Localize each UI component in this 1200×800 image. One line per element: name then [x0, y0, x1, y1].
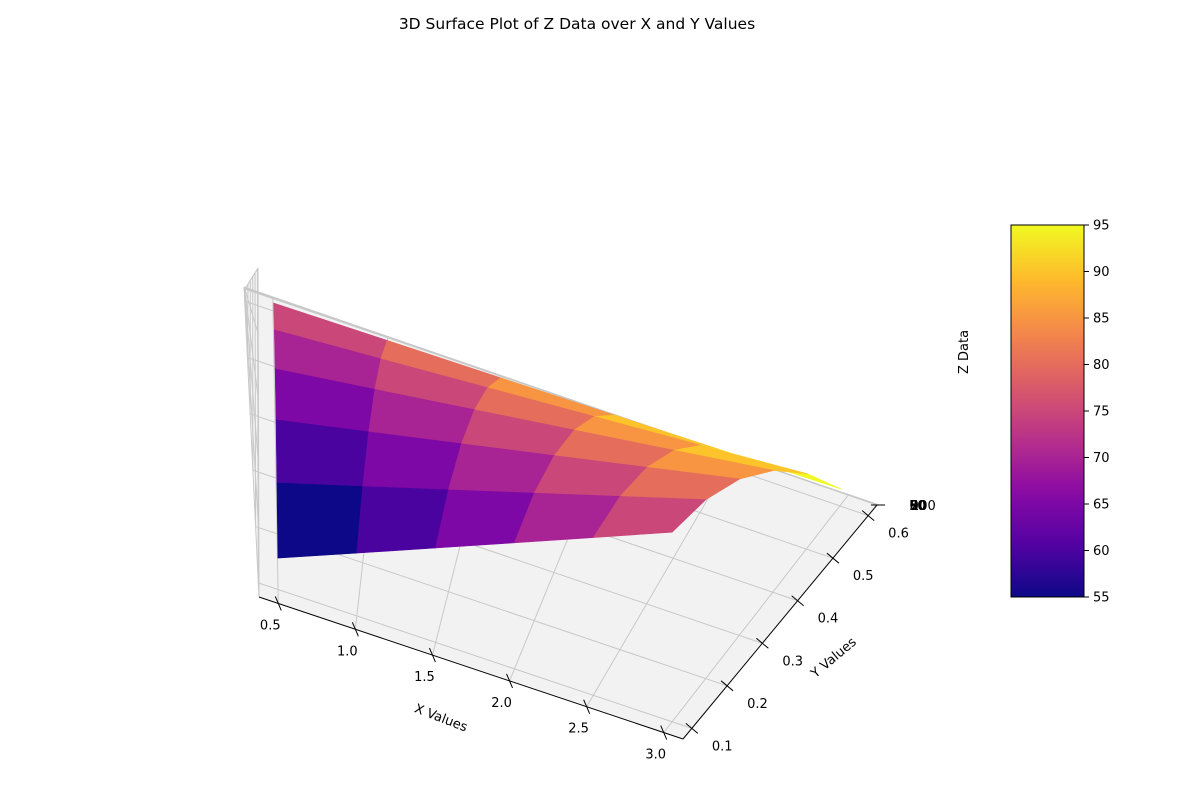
colorbar-tick-label: 75	[1093, 405, 1110, 420]
y-tick	[720, 680, 734, 692]
pane-edge	[244, 267, 259, 290]
colorbar-tick-label: 55	[1093, 591, 1110, 606]
x-tick-label: 0.5	[260, 618, 281, 633]
z-tick-label: 70	[910, 499, 927, 514]
surface	[273, 302, 843, 559]
y-tick	[685, 722, 699, 734]
y-tick	[861, 510, 875, 522]
colorbar: 55 60 65 70 75 80 85 90 95	[1010, 219, 1110, 606]
colorbar-tick-label: 90	[1093, 265, 1110, 280]
surface-face	[356, 486, 449, 554]
chart-title: 3D Surface Plot of Z Data over X and Y V…	[399, 15, 755, 33]
z-grid-left	[244, 288, 259, 400]
x-tick	[351, 622, 359, 637]
x-grid-floor	[663, 494, 849, 733]
colorbar-tick-label: 70	[1093, 451, 1110, 466]
surface-face	[275, 419, 370, 487]
x-grid-floor	[272, 296, 279, 604]
z-grid-left	[243, 287, 260, 532]
z-tick-label: 80	[910, 499, 927, 514]
colorbar-gradient	[1010, 224, 1085, 598]
y-tick	[826, 552, 840, 564]
y-tick-label: 0.3	[782, 654, 803, 669]
x-tick	[506, 673, 514, 689]
x-tick-label: 2.0	[491, 696, 512, 711]
z-tick-label: 50	[909, 499, 926, 514]
z-axis-label: Z Data	[957, 330, 972, 374]
x-tick-label: 1.0	[337, 644, 358, 659]
surface-face	[276, 482, 364, 559]
y-tick-label: 0.6	[888, 527, 909, 542]
y-grid-left	[254, 272, 257, 527]
y-grid-left	[256, 268, 259, 583]
x-axis-label: X Values	[412, 702, 469, 736]
y-tick-label: 0.2	[747, 697, 768, 712]
colorbar-tick-label: 80	[1093, 358, 1110, 373]
pane-edge	[257, 267, 260, 598]
z-tick-label: 100	[911, 499, 936, 514]
y-grid-floor	[258, 582, 692, 729]
x-tick	[274, 596, 282, 611]
z-tick-label: 90	[911, 499, 928, 514]
colorbar-tick-label: 95	[1093, 219, 1110, 234]
y-tick	[791, 595, 804, 607]
x-tick	[428, 647, 436, 663]
x-tick-label: 1.5	[414, 670, 435, 685]
z-grid-left	[243, 287, 260, 466]
z-tick-label: 60	[909, 499, 926, 514]
surface-face	[592, 496, 707, 538]
axes: 0.5 1.0 1.5 2.0 2.5 3.0 0.1 0.2 0.3 0.4 0.5 0.65060…	[258, 499, 936, 763]
y-tick	[756, 637, 769, 649]
y-axis-line	[682, 504, 878, 740]
y-axis-label: Y Values	[807, 635, 859, 682]
colorbar-tick-label: 65	[1093, 498, 1110, 513]
y-tick-label: 0.1	[712, 739, 733, 754]
x-tick	[583, 699, 591, 714]
y-tick-label: 0.4	[818, 612, 839, 627]
x-tick	[660, 725, 668, 740]
z-grid-left	[243, 286, 260, 598]
x-axis-line	[258, 596, 684, 740]
y-tick-label: 0.5	[853, 569, 874, 584]
colorbar-tick-label: 60	[1093, 544, 1110, 559]
x-tick-label: 3.0	[645, 748, 666, 763]
z-grid-left	[244, 288, 259, 334]
x-tick-label: 2.5	[568, 722, 589, 737]
colorbar-tick-label: 85	[1093, 312, 1110, 327]
